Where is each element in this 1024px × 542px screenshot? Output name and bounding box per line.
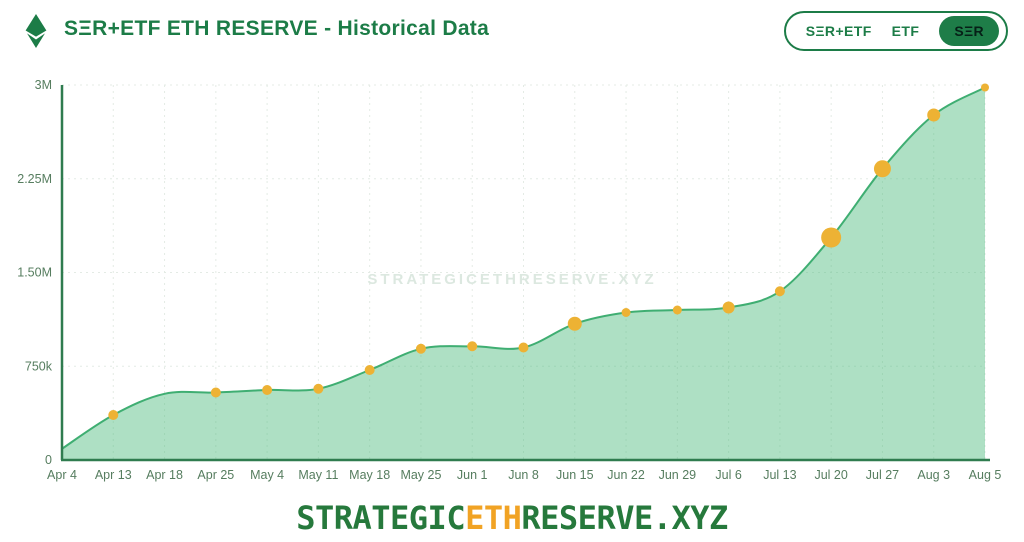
x-tick-label: May 4: [250, 468, 284, 482]
site-wordmark: STRATEGICETHRESERVE.XYZ: [0, 499, 1024, 537]
x-tick-label: Jul 20: [814, 468, 847, 482]
x-tick-label: Jun 15: [556, 468, 594, 482]
x-tick-label: Jun 22: [607, 468, 645, 482]
y-tick-label: 2.25M: [17, 172, 52, 186]
reserve-area: [62, 87, 985, 460]
x-tick-label: May 11: [298, 468, 338, 482]
toggle-option-etf[interactable]: ETF: [891, 23, 920, 39]
wordmark-eth: ETH: [465, 499, 522, 537]
data-point-jul-20[interactable]: [821, 227, 842, 248]
data-point-jun-1[interactable]: [467, 341, 478, 352]
y-tick-label: 0: [45, 453, 52, 467]
ethereum-logo-icon: [25, 14, 47, 48]
x-tick-label: Apr 13: [95, 468, 132, 482]
y-tick-label: 750k: [25, 359, 53, 373]
x-tick-label: Jul 13: [763, 468, 796, 482]
x-tick-label: Aug 3: [917, 468, 950, 482]
data-point-may-25[interactable]: [415, 343, 426, 354]
toggle-option-ser-etf[interactable]: SΞR+ETF: [805, 23, 872, 39]
data-point-jun-8[interactable]: [518, 342, 529, 353]
data-point-apr-25[interactable]: [210, 387, 221, 398]
data-point-may-4[interactable]: [262, 385, 273, 395]
reserve-chart: Apr 4 Apr 13 Apr 18 Apr 25 May 4 May 11 May 18…: [0, 70, 1024, 495]
x-tick-label: Apr 4: [47, 468, 77, 482]
data-point-jun-29[interactable]: [672, 305, 682, 315]
x-tick-label: Apr 18: [146, 468, 183, 482]
page-title: SΞR+ETF ETH RESERVE - Historical Data: [64, 17, 490, 40]
x-tick-label: Jul 27: [866, 468, 899, 482]
data-point-jul-27[interactable]: [873, 160, 891, 178]
y-tick-label: 3M: [35, 78, 52, 92]
x-tick-label: Jun 29: [659, 468, 697, 482]
x-tick-label: Jul 6: [715, 468, 741, 482]
x-tick-label: Jun 8: [508, 468, 539, 482]
wordmark-xyz: .XYZ: [652, 499, 729, 537]
data-point-may-18[interactable]: [364, 365, 375, 375]
data-point-apr-13[interactable]: [108, 410, 119, 420]
data-point-jun-15[interactable]: [567, 316, 582, 331]
x-tick-label: Aug 5: [969, 468, 1002, 482]
data-point-aug-3[interactable]: [927, 108, 941, 122]
data-point-jul-13[interactable]: [774, 286, 785, 297]
x-tick-label: Apr 25: [197, 468, 234, 482]
wordmark-reserve: RESERVE: [521, 499, 653, 537]
range-toggle-group: SΞR+ETF ETF SΞR: [783, 11, 1008, 51]
data-point-aug-5[interactable]: [981, 83, 989, 92]
y-tick-label: 1.50M: [17, 266, 52, 280]
data-point-jun-22[interactable]: [621, 308, 631, 317]
wordmark-strategic: STRATEGIC: [296, 499, 466, 537]
toggle-option-ser[interactable]: SΞR: [939, 16, 999, 46]
data-point-jul-6[interactable]: [722, 301, 735, 314]
x-tick-label: May 25: [400, 468, 441, 482]
x-tick-label: May 18: [349, 468, 390, 482]
data-point-may-11[interactable]: [313, 383, 324, 394]
x-tick-label: Jun 1: [457, 468, 488, 482]
reserve-chart-canvas: Apr 4 Apr 13 Apr 18 Apr 25 May 4 May 11 May 18…: [17, 78, 1002, 482]
